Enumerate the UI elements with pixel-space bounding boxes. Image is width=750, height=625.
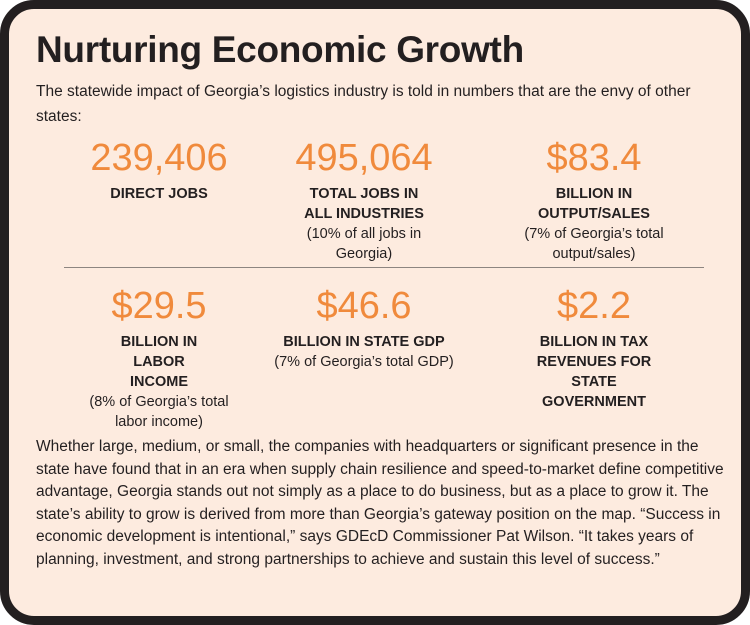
stat-value: 239,406 xyxy=(90,137,228,179)
intro-text: The statewide impact of Georgia’s logist… xyxy=(36,83,691,125)
stat-label: BILLION IN STATE GDP xyxy=(283,334,445,350)
stat-note: (7% of Georgia’s total output/sales) xyxy=(524,226,664,262)
stat-note: (10% of all jobs in Georgia) xyxy=(306,226,422,262)
stat-label: DIRECT JOBS xyxy=(110,186,208,202)
stat-label: TOTAL JOBS IN ALL INDUSTRIES xyxy=(304,186,424,222)
stat-note: (7% of Georgia’s total GDP) xyxy=(274,354,454,370)
stat-value: $29.5 xyxy=(111,285,207,327)
page-title: Nurturing Economic Growth xyxy=(36,29,524,70)
body-paragraph: Whether large, medium, or small, the com… xyxy=(36,438,724,568)
stat-label: BILLION IN TAX REVENUES FOR STATE GOVERN… xyxy=(536,334,652,410)
stat-total-jobs: 495,064 TOTAL JOBS IN ALL INDUSTRIES (10… xyxy=(279,136,449,264)
stat-value: $83.4 xyxy=(546,137,642,179)
stat-state-gdp: $46.6 BILLION IN STATE GDP (7% of Georgi… xyxy=(274,284,454,372)
stat-output-sales: $83.4 BILLION IN OUTPUT/SALES (7% of Geo… xyxy=(504,136,684,264)
stat-label: BILLION IN LABOR INCOME xyxy=(120,334,198,390)
stat-direct-jobs: 239,406 DIRECT JOBS xyxy=(79,136,239,204)
stat-labor-income: $29.5 BILLION IN LABOR INCOME (8% of Geo… xyxy=(79,284,239,432)
stat-value: $2.2 xyxy=(557,285,631,327)
stat-value: $46.6 xyxy=(316,285,412,327)
stat-note: (8% of Georgia’s total labor income) xyxy=(89,394,229,430)
stat-label: BILLION IN OUTPUT/SALES xyxy=(538,186,650,222)
stat-value: 495,064 xyxy=(295,137,433,179)
stat-tax-revenues: $2.2 BILLION IN TAX REVENUES FOR STATE G… xyxy=(504,284,684,412)
divider xyxy=(64,267,704,268)
